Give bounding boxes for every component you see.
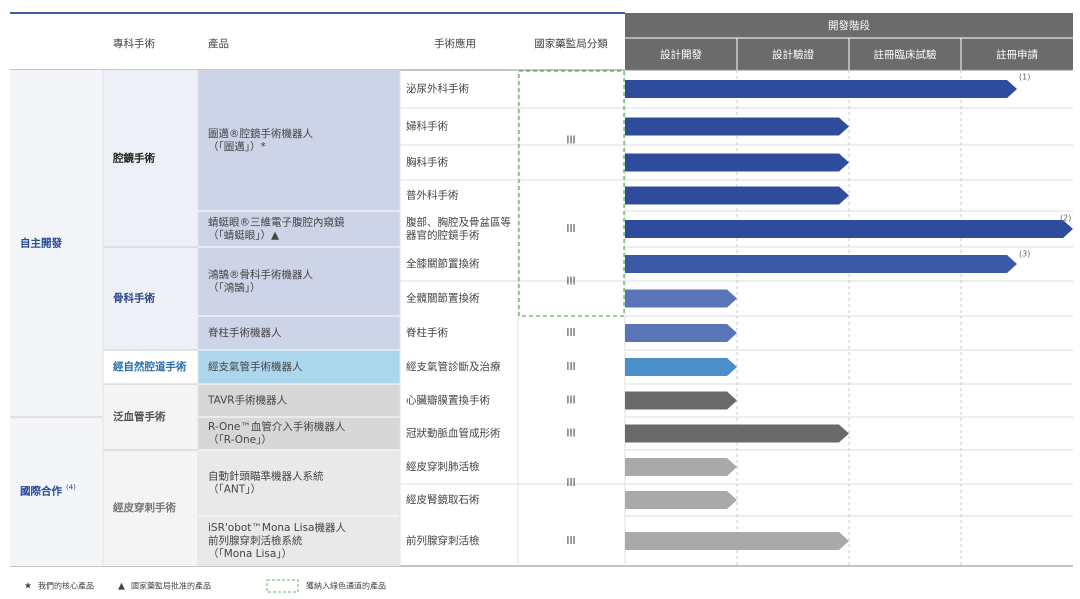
green-channel-box (518, 70, 625, 317)
application-label: 泌尿外科手術 (406, 82, 469, 95)
specialty-label: 泛血管手術 (113, 410, 166, 423)
product-label: （「Mona Lisa」） (208, 548, 292, 560)
specialty-cell-bg (103, 450, 198, 566)
specialty-label: 經自然腔道手術 (113, 360, 187, 373)
application-label: 心臟瓣膜置換手術 (406, 394, 490, 407)
specialty-cell-bg (103, 384, 198, 450)
legend-label: 國家藥監局批准的產品 (131, 581, 211, 591)
application-label: 經皮穿刺肺活檢 (406, 460, 480, 473)
product-cell-bg (198, 247, 400, 316)
stage-header: 註冊臨床試驗 (874, 48, 937, 61)
class-label: III (566, 535, 575, 547)
stage-group-header: 開發階段 (828, 19, 870, 32)
product-label: 圖邁®腔鏡手術機器人 (208, 127, 313, 140)
progress-arrow (625, 220, 1073, 238)
class-label: III (566, 135, 575, 147)
specialty-cell-bg (103, 350, 198, 384)
progress-arrow (625, 153, 849, 172)
stage-header: 註冊申請 (996, 48, 1038, 61)
product-label: （「R-One」） (208, 434, 272, 446)
product-label: TAVR手術機器人 (207, 394, 288, 407)
class-label: III (566, 477, 575, 489)
application-label: 普外科手術 (406, 189, 459, 202)
arrow-note: (2) (1060, 214, 1071, 223)
progress-arrow (625, 186, 849, 205)
specialty-label: 骨科手術 (113, 292, 155, 305)
legend-symbol: ★ (24, 582, 32, 592)
application-label: 胸科手術 (406, 156, 448, 169)
product-cell-bg (198, 211, 400, 247)
stage-header: 設計開發 (660, 48, 702, 61)
legend-symbol: ▲ (118, 582, 125, 592)
product-label: （「ANT」） (208, 484, 261, 496)
group-label: 自主開發 (20, 237, 62, 250)
progress-arrow (625, 391, 737, 410)
product-cell-bg (198, 350, 400, 384)
progress-arrow (625, 532, 849, 550)
product-cell-bg (198, 384, 400, 417)
product-cell-bg (198, 70, 400, 211)
specialty-label: 經皮穿刺手術 (113, 501, 176, 514)
stage-header: 設計驗證 (772, 48, 814, 61)
progress-arrow (625, 458, 737, 476)
application-label: 經支氣管診斷及治療 (406, 360, 501, 373)
class-label: III (566, 327, 575, 339)
application-label: 腹部、胸腔及骨盆區等 (406, 216, 511, 229)
application-label: 全髖關節置換術 (406, 292, 480, 305)
column-header: 手術應用 (434, 37, 476, 50)
column-header: 產品 (208, 37, 229, 50)
product-label: 經支氣管手術機器人 (208, 360, 303, 373)
application-label: 全膝關節置換術 (406, 257, 480, 270)
application-label: 前列腺穿刺活檢 (406, 534, 480, 547)
product-cell-bg (198, 516, 400, 566)
product-cell-bg (198, 450, 400, 516)
progress-arrow (625, 255, 1017, 273)
progress-arrow (625, 324, 737, 342)
arrow-note: (1) (1019, 73, 1030, 82)
legend-label: 獲納入綠色通道的產品 (306, 581, 386, 591)
column-header: 專科手術 (113, 37, 155, 50)
class-label: III (566, 276, 575, 288)
class-label: III (566, 223, 575, 235)
product-label: R-One™血管介入手術機器人 (208, 420, 346, 433)
class-label: III (566, 395, 575, 407)
specialty-cell-bg (103, 247, 198, 350)
column-header: 國家藥監局分類 (534, 37, 608, 50)
product-label: （「蜻蜓眼」）▲ (208, 229, 280, 242)
group-label: 國際合作 (20, 485, 62, 498)
application-label: 冠狀動脈血管成形術 (406, 427, 501, 440)
application-label: 婦科手術 (406, 120, 448, 133)
product-label: 前列腺穿刺活檢系統 (208, 534, 303, 547)
progress-arrow (625, 491, 737, 509)
group-cell-bg (10, 70, 103, 566)
class-label: III (566, 361, 575, 373)
application-label: 器官的腔鏡手術 (406, 229, 480, 242)
progress-arrow (625, 80, 1017, 98)
progress-arrow (625, 289, 737, 308)
legend-swatch (266, 579, 299, 593)
product-label: iSR'obot™Mona Lisa機器人 (208, 521, 346, 534)
product-label: 自動針頭瞄準機器人系統 (208, 470, 324, 483)
class-label: III (566, 428, 575, 440)
progress-arrow (625, 358, 737, 376)
specialty-cell-bg (103, 70, 198, 247)
group-note: (4) (66, 484, 76, 492)
progress-arrow (625, 117, 849, 136)
legend-label: 我們的核心產品 (38, 581, 94, 591)
application-label: 經皮腎鏡取石術 (406, 493, 480, 506)
product-label: 蜻蜓眼®三維電子腹腔內窺鏡 (208, 216, 345, 229)
product-label: 鴻鵠®骨科手術機器人 (208, 268, 313, 281)
product-cell-bg (198, 417, 400, 450)
specialty-label: 腔鏡手術 (112, 152, 155, 165)
progress-arrow (625, 424, 849, 443)
product-cell-bg (198, 316, 400, 350)
arrow-note: (3) (1019, 250, 1030, 259)
application-label: 脊柱手術 (406, 326, 448, 339)
product-label: （「圖邁」）* (208, 140, 266, 153)
product-label: （「鴻鵠」） (208, 281, 261, 294)
product-label: 脊柱手術機器人 (208, 326, 282, 339)
